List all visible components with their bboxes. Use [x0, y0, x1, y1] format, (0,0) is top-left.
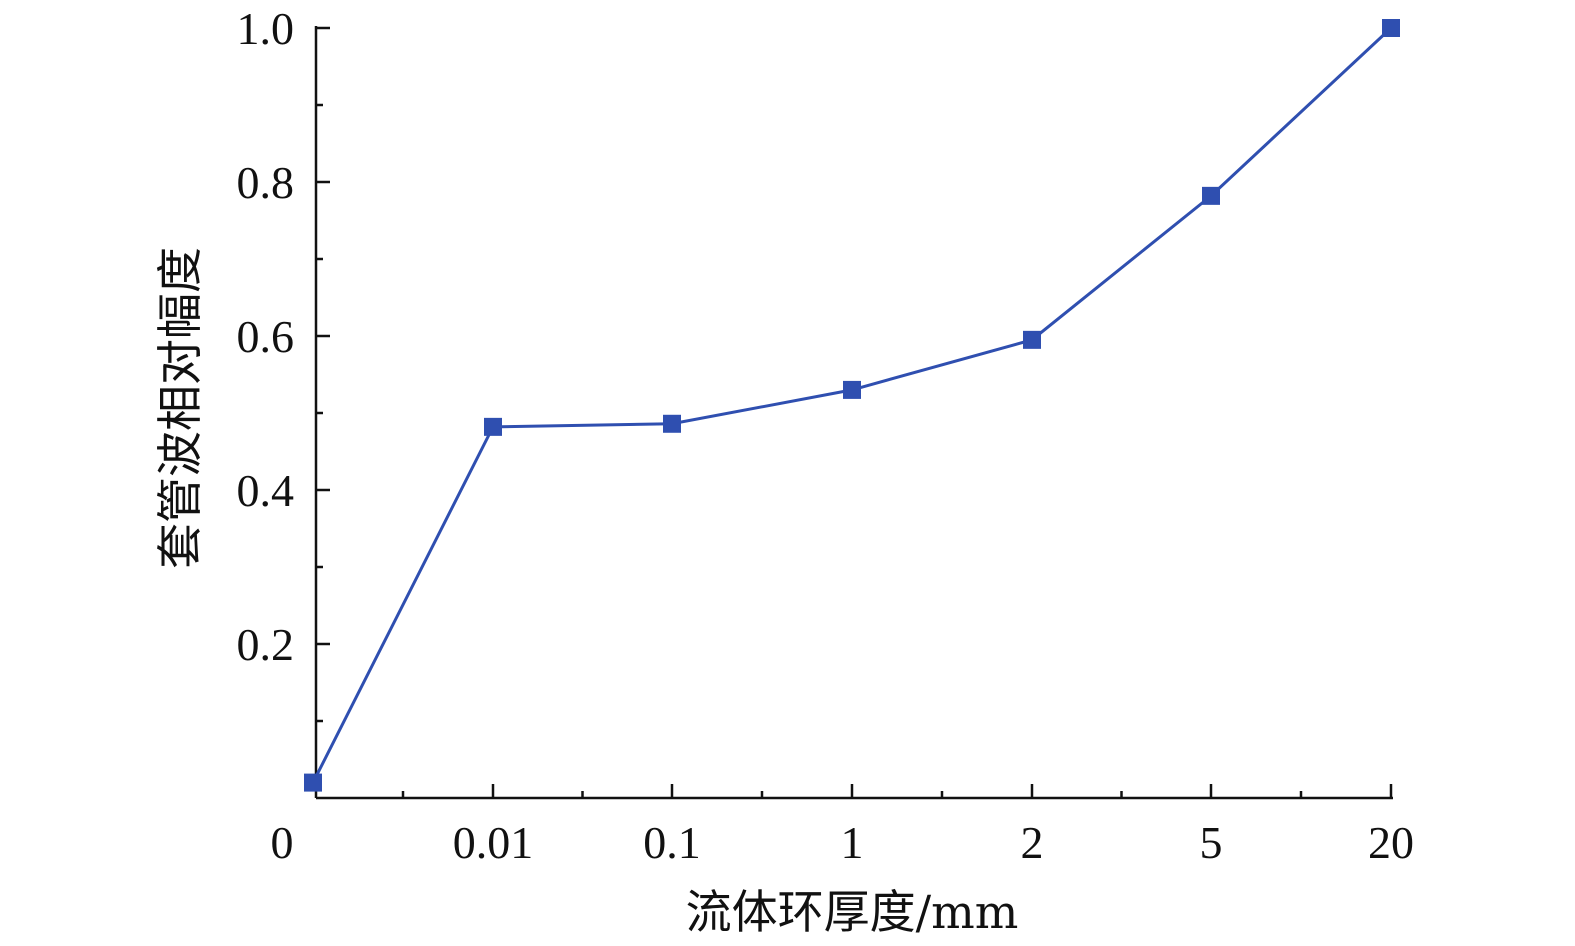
data-point-marker [304, 773, 322, 792]
axes [314, 26, 1393, 800]
x-tick-label: 2 [1021, 817, 1044, 868]
x-tick-label: 0.01 [453, 817, 534, 868]
data-point-marker [663, 414, 681, 433]
ticks [316, 26, 1393, 798]
data-point-marker [843, 380, 861, 399]
x-tick-label: 20 [1368, 817, 1414, 868]
x-tick-label: 1 [841, 817, 864, 868]
x-axis-title: 流体环厚度/mm [686, 885, 1019, 939]
data-point-marker [1023, 330, 1041, 349]
series-layer [304, 19, 1400, 792]
y-tick-label: 1.0 [237, 3, 295, 54]
x-tick-label: 0.1 [643, 817, 701, 868]
y-tick-label: 0.6 [237, 311, 295, 362]
data-point-marker [484, 417, 502, 436]
y-axis-title: 套管波相对幅度 [153, 247, 207, 569]
y-tick-label: 0.4 [237, 465, 295, 516]
data-point-marker [1382, 19, 1400, 37]
tick-labels: 0.2 0.4 0.6 0.8 1.0 0 0.01 0.1 1 2 5 20 [237, 3, 1415, 868]
x-tick-label: 0 [271, 817, 294, 868]
x-tick-label: 5 [1200, 817, 1223, 868]
series-line [311, 26, 1393, 784]
data-point-marker [1202, 186, 1220, 205]
y-tick-label: 0.2 [237, 619, 295, 670]
y-tick-label: 0.8 [237, 157, 295, 208]
